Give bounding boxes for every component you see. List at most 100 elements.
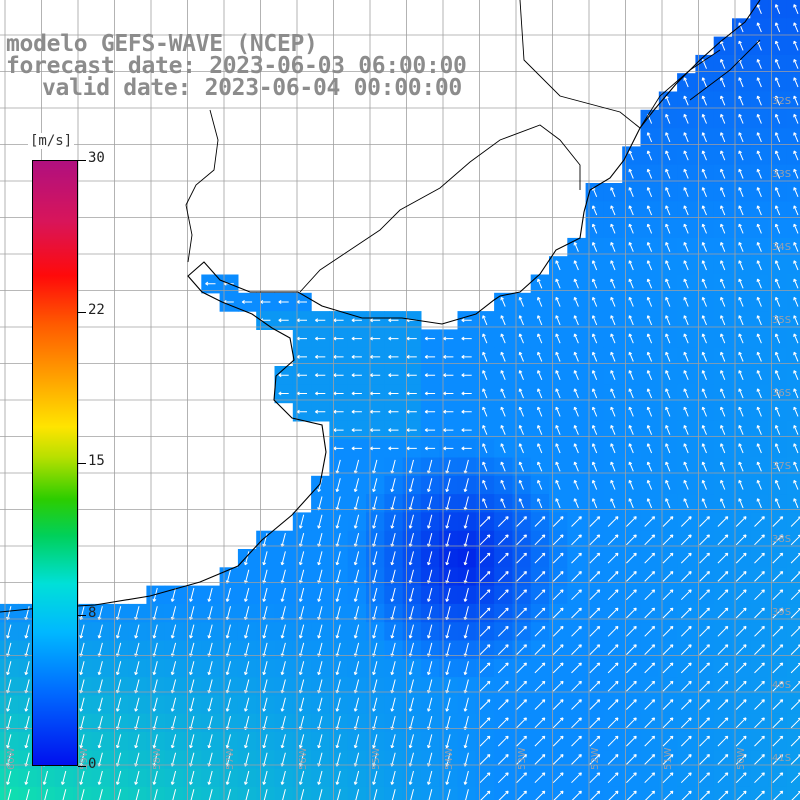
wind-arrow [591, 425, 598, 435]
wind-arrow [516, 717, 527, 729]
wind-arrow [388, 409, 399, 414]
wind-arrow [461, 373, 472, 378]
wind-arrow [500, 351, 506, 362]
wind-arrow [333, 391, 344, 396]
wind-arrow [516, 680, 527, 692]
wind-cell [768, 786, 788, 800]
wind-arrow [445, 624, 451, 639]
wind-arrow [445, 770, 451, 785]
wind-cell [530, 786, 550, 800]
wind-arrow [665, 498, 671, 509]
wind-arrow [372, 697, 378, 712]
wind-arrow [518, 498, 524, 509]
wind-arrow [461, 409, 472, 414]
wind-arrow [427, 770, 433, 785]
wind-arrow [482, 406, 488, 417]
wind-arrow [296, 354, 307, 359]
wind-arrow [573, 351, 579, 362]
wind-arrow [443, 354, 454, 359]
wind-arrow [756, 351, 762, 362]
wind-arrow [646, 187, 653, 197]
wind-arrow [756, 461, 762, 472]
wind-arrow [610, 425, 616, 435]
wind-arrow [479, 589, 491, 601]
wind-cell [786, 768, 800, 788]
wind-arrow [351, 318, 362, 323]
wind-arrow [573, 278, 579, 289]
wind-arrow [699, 772, 710, 784]
wind-arrow [537, 351, 543, 362]
wind-arrow [445, 587, 451, 602]
wind-arrow [663, 790, 674, 800]
lat-label: 41S [772, 753, 791, 764]
wind-arrow [720, 461, 726, 472]
wind-arrow [406, 373, 417, 378]
wind-arrow [646, 461, 653, 472]
wind-arrow [479, 735, 491, 747]
wind-arrow [537, 333, 543, 344]
wind-arrow [665, 370, 671, 380]
lon-label: 60W [6, 747, 17, 770]
lat-label: 32S [772, 96, 791, 107]
wind-arrow [720, 388, 726, 399]
wind-arrow [552, 699, 564, 710]
wind-arrow [353, 661, 360, 676]
wind-cell [786, 274, 800, 294]
wind-arrow [555, 296, 561, 307]
wind-arrow [610, 498, 616, 509]
wind-arrow [735, 534, 747, 546]
wind-arrow [701, 296, 707, 307]
wind-arrow [735, 717, 747, 729]
wind-arrow [24, 697, 30, 712]
wind-arrow [262, 697, 268, 712]
wind-arrow [665, 223, 671, 234]
wind-arrow [774, 443, 781, 454]
wind-arrow [662, 772, 674, 784]
wind-arrow [699, 735, 710, 747]
wind-arrow [610, 296, 616, 307]
wind-arrow [699, 516, 710, 527]
wind-arrow [463, 661, 469, 676]
wind-arrow [680, 607, 692, 619]
wind-arrow [555, 388, 561, 399]
wind-arrow [772, 699, 784, 710]
wind-arrow [497, 534, 509, 546]
wind-arrow [683, 443, 689, 454]
wind-arrow [717, 534, 729, 546]
wind-arrow [644, 552, 656, 564]
wind-arrow [535, 790, 546, 800]
wind-arrow [720, 132, 726, 143]
wind-arrow [555, 333, 561, 344]
wind-arrow [298, 514, 305, 529]
wind-arrow [628, 278, 634, 289]
wind-arrow [720, 113, 726, 124]
wind-arrow [317, 587, 323, 602]
wind-arrow [754, 607, 765, 619]
wind-arrow [351, 409, 362, 414]
wind-arrow [628, 168, 634, 179]
wind-arrow [793, 132, 799, 143]
wind-cell [786, 750, 800, 770]
wind-arrow [189, 661, 195, 676]
wind-arrow [701, 333, 707, 344]
wind-arrow [497, 662, 509, 674]
wind-arrow [665, 388, 671, 399]
wind-arrow [754, 644, 765, 655]
wind-arrow [445, 697, 451, 712]
wind-arrow [537, 406, 543, 417]
wind-arrow [683, 498, 689, 509]
wind-arrow [735, 735, 747, 747]
wind-arrow [754, 735, 765, 747]
wind-cell [786, 695, 800, 715]
wind-arrow [628, 479, 634, 490]
wind-arrow [699, 699, 710, 710]
wind-arrow [390, 789, 396, 800]
wind-arrow [717, 625, 729, 637]
wind-arrow [406, 446, 417, 451]
wind-cell [475, 786, 495, 800]
wind-arrow [518, 443, 524, 454]
wind-arrow [571, 735, 582, 747]
wind-arrow [134, 661, 140, 676]
wind-arrow [774, 315, 781, 326]
wind-arrow [774, 58, 781, 69]
